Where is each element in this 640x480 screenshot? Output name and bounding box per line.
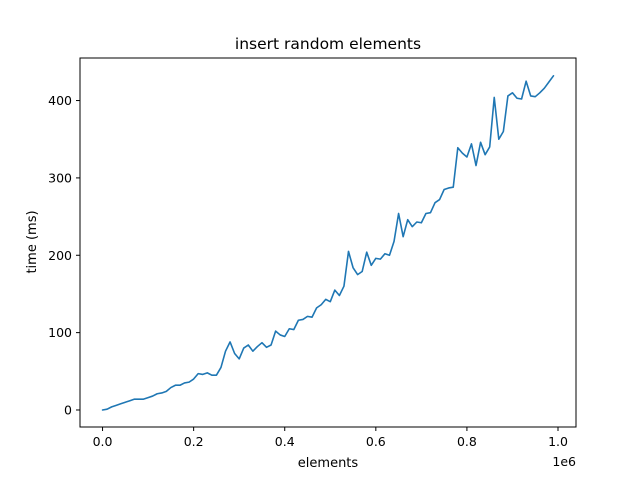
y-axis-title: time (ms) — [25, 210, 40, 273]
x-tick-label: 0.8 — [457, 434, 477, 449]
x-tick-label: 1.0 — [548, 434, 568, 449]
plot-area — [80, 58, 576, 427]
y-tick-label: 300 — [48, 170, 72, 185]
x-axis-ticks: 0.0 0.2 0.4 0.6 0.8 1.0 — [93, 427, 568, 449]
y-tick-label: 0 — [64, 402, 72, 417]
y-axis-ticks: 0 100 200 300 400 — [48, 93, 80, 417]
series-line-0 — [101, 74, 555, 411]
y-tick-label: 200 — [48, 248, 72, 263]
chart-title: insert random elements — [235, 35, 421, 53]
series-layer — [101, 74, 555, 411]
plot-frame — [79, 57, 577, 428]
x-axis-title: elements — [298, 456, 359, 471]
x-tick-label: 0.4 — [275, 434, 295, 449]
x-tick-label: 0.2 — [184, 434, 204, 449]
x-tick-label: 0.0 — [93, 434, 113, 449]
x-tick-label: 0.6 — [366, 434, 386, 449]
y-tick-label: 400 — [48, 93, 72, 108]
y-tick-label: 100 — [48, 325, 72, 340]
x-axis-offset-label: 1e6 — [552, 454, 576, 469]
